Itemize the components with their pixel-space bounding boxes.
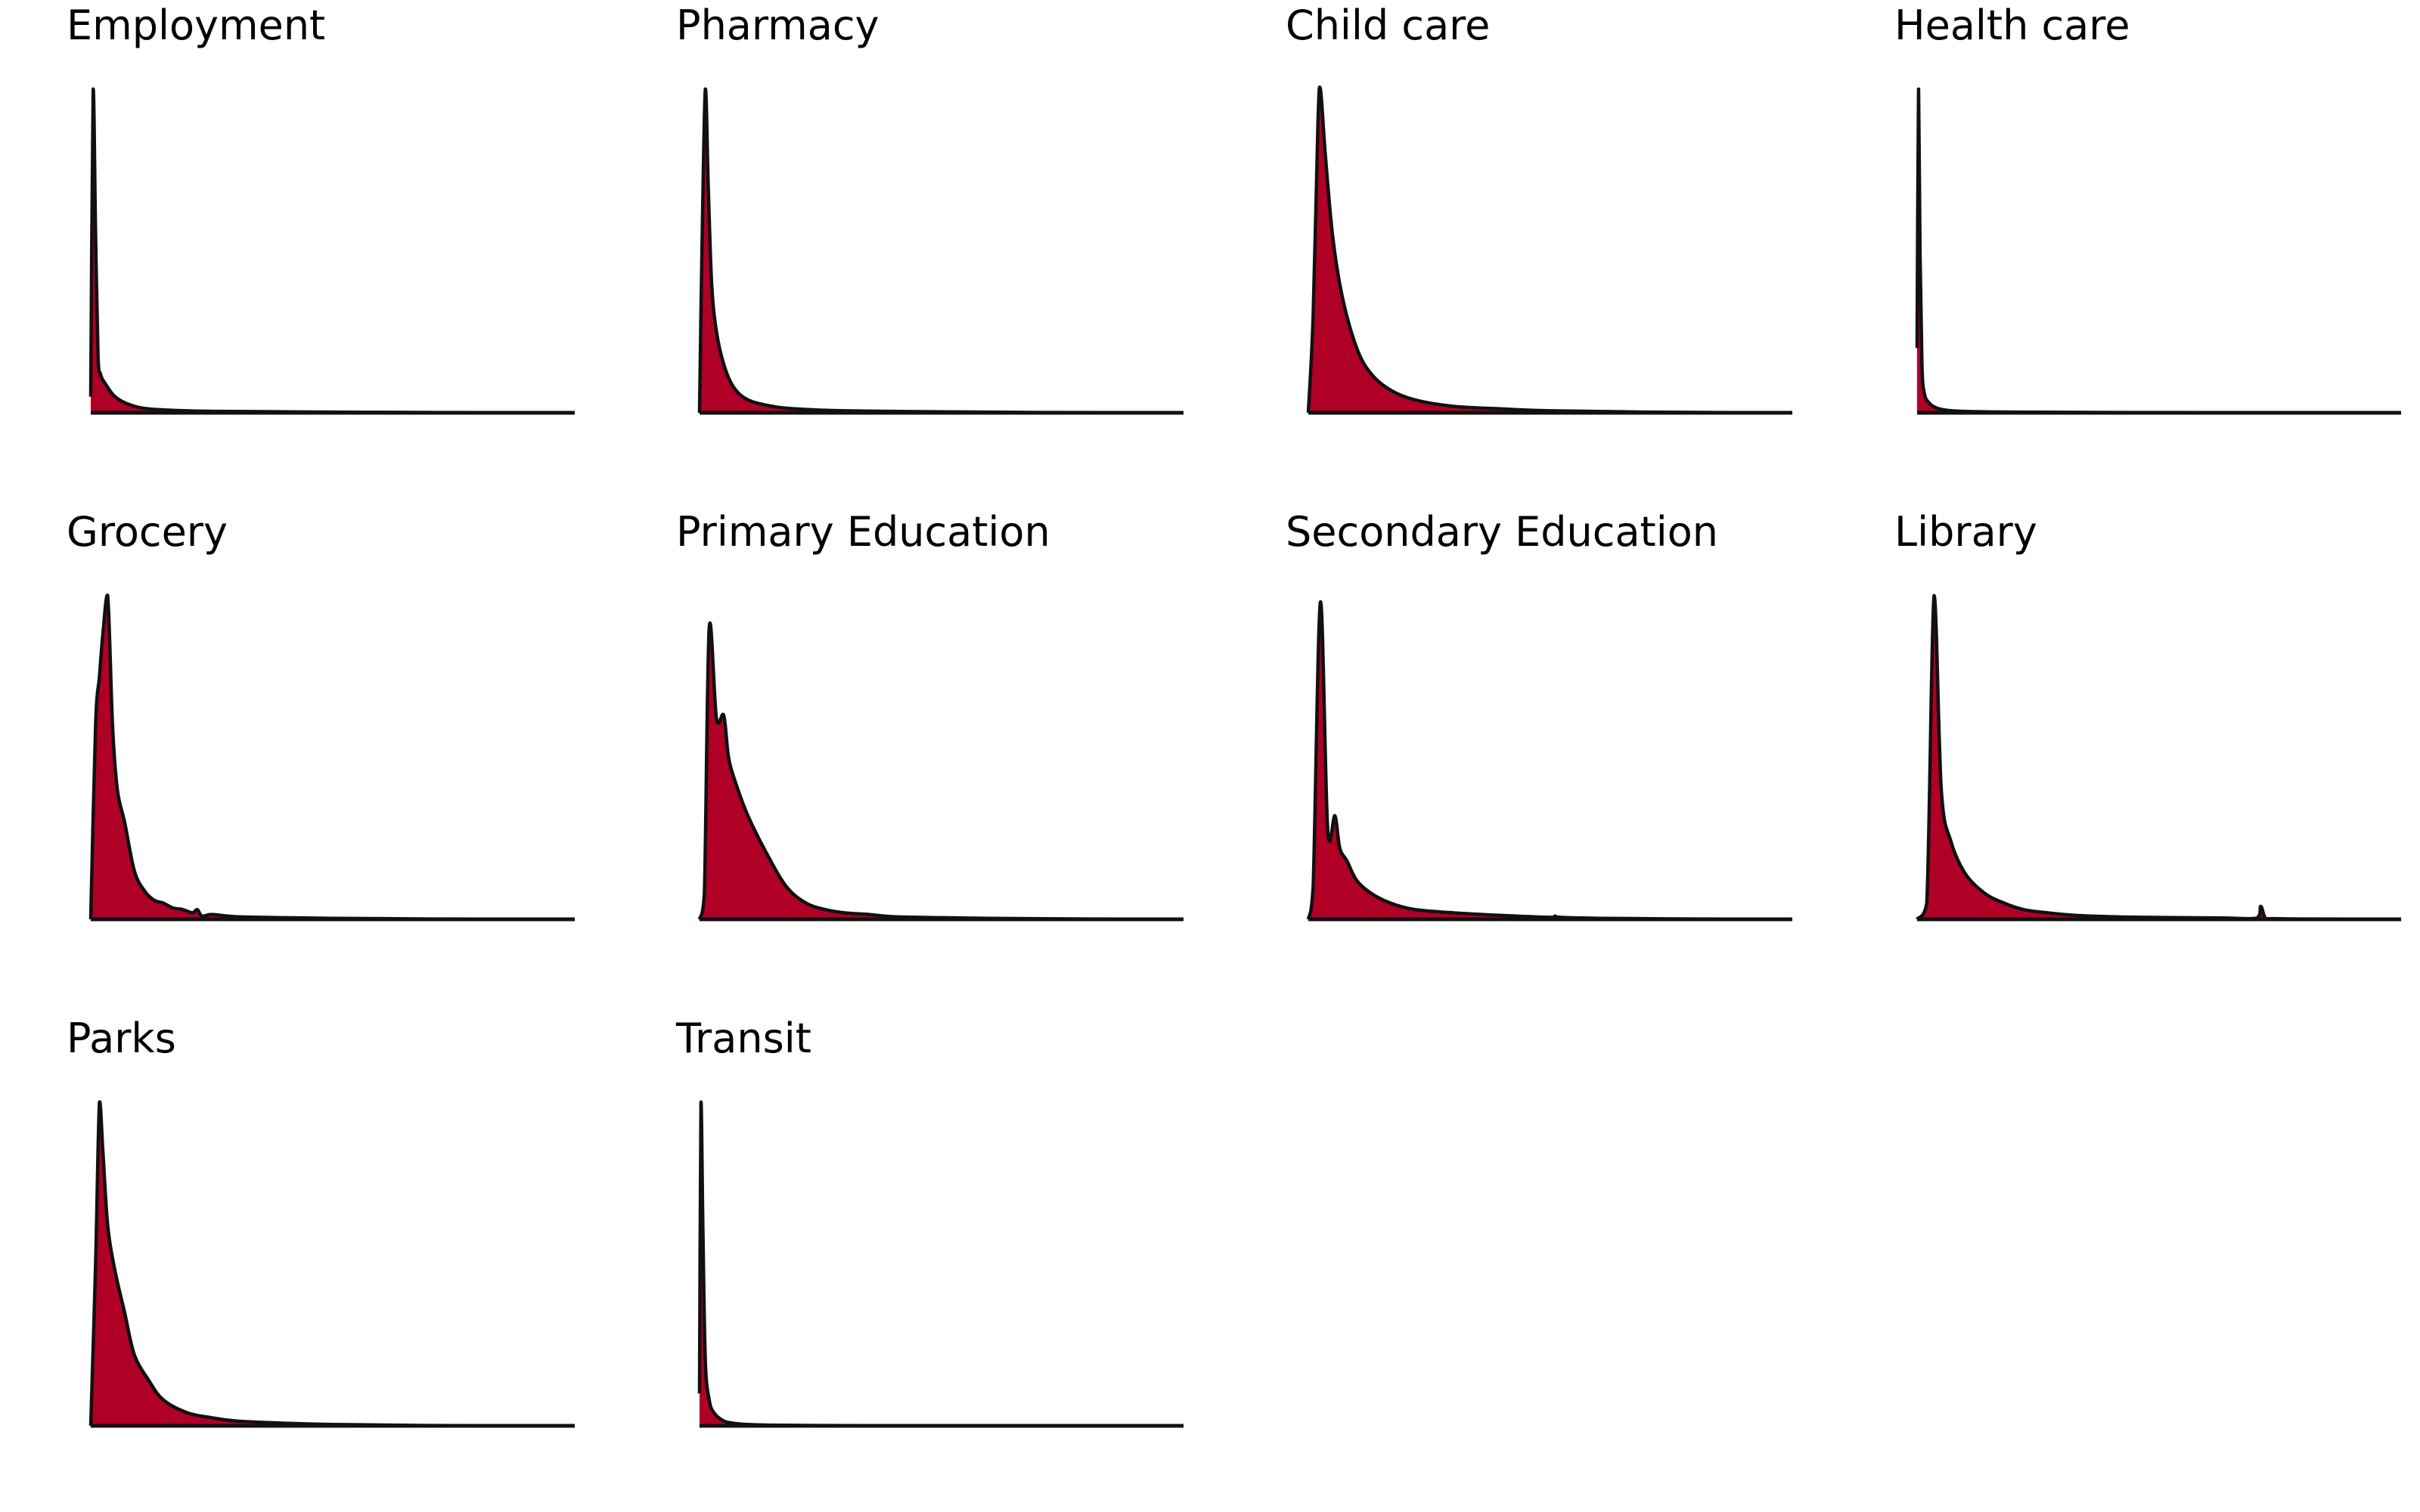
density-panel: Library (1894, 508, 2402, 922)
panel-title: Child care (1286, 2, 1490, 49)
panel-title: Library (1894, 508, 2037, 556)
density-line (1306, 600, 1793, 922)
density-panel: Secondary Education (1286, 508, 1793, 922)
panel-title: Grocery (67, 508, 228, 556)
density-panel: Child care (1286, 2, 1793, 415)
density-panel: Employment (67, 2, 576, 415)
density-panel: Primary Education (676, 508, 1184, 922)
density-panel: Transit (675, 1015, 1184, 1428)
density-area (1917, 88, 2401, 414)
density-area (91, 1101, 575, 1426)
density-panel: Health care (1894, 2, 2402, 415)
density-area (91, 595, 575, 919)
panel-title: Health care (1894, 2, 2130, 49)
panel-title: Parks (67, 1015, 176, 1062)
density-area (91, 88, 575, 414)
density-area (1917, 595, 2401, 919)
density-line (1306, 85, 1793, 415)
panel-title: Pharmacy (676, 2, 879, 49)
density-area (700, 88, 1184, 413)
density-line (88, 593, 576, 922)
panel-title: Employment (67, 2, 325, 49)
density-line (1915, 87, 2402, 415)
density-line (697, 87, 1184, 415)
panel-title: Transit (675, 1015, 811, 1062)
density-panel: Grocery (67, 508, 576, 922)
density-line (88, 1100, 576, 1428)
density-line (88, 87, 576, 415)
panel-title: Secondary Education (1286, 508, 1718, 556)
density-panel: Pharmacy (676, 2, 1184, 415)
density-area (700, 623, 1184, 919)
density-line (1916, 593, 2402, 922)
density-area (700, 1101, 1184, 1426)
density-area (1308, 602, 1792, 919)
panel-title: Primary Education (676, 508, 1050, 556)
density-line (697, 1100, 1184, 1428)
density-area (1308, 87, 1792, 413)
density-panel: Parks (67, 1015, 576, 1428)
